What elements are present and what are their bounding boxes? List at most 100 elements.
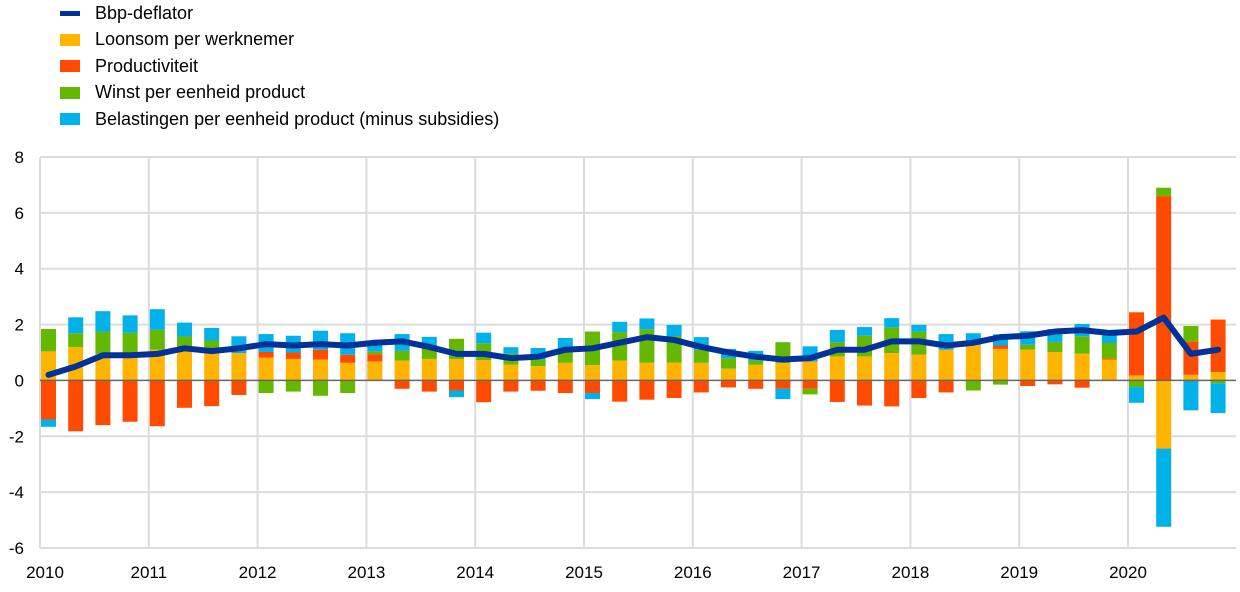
legend-label: Winst per eenheid product: [95, 82, 306, 102]
y-tick-label: -4: [9, 483, 24, 502]
bar-2019Q1-winst: [1020, 344, 1036, 350]
bar-2018Q4-productiviteit: [993, 345, 1008, 349]
bar-2014Q4-belastingen: [557, 337, 573, 350]
bar-2010Q3-productiviteit: [95, 380, 111, 426]
bar-2015Q3-loonsom: [639, 362, 655, 381]
x-tick-label: 2015: [565, 563, 603, 582]
bar-2010Q1-winst: [41, 329, 56, 352]
legend-item: Belastingen per eenheid product (minus s…: [60, 106, 660, 132]
bar-2019Q4-winst: [1101, 343, 1117, 359]
x-tick-label: 2010: [26, 563, 64, 582]
bar-2011Q2-belastingen: [177, 322, 192, 337]
bar-2017Q4-productiviteit: [884, 380, 900, 407]
bar-2020Q1-belastingen: [1129, 387, 1144, 403]
bar-2014Q1-belastingen: [476, 332, 492, 344]
bar-2011Q1-productiviteit: [149, 380, 165, 427]
bar-2015Q3-belastingen: [639, 318, 655, 330]
bar-2017Q3-belastingen: [857, 327, 872, 336]
bar-2018Q2-productiviteit: [938, 380, 954, 393]
bar-2016Q3-productiviteit: [748, 380, 764, 389]
x-tick-label: 2013: [347, 563, 385, 582]
bar-2020Q1-productiviteit: [1129, 312, 1144, 376]
bar-2020Q1-winst: [1129, 380, 1144, 388]
bar-2017Q3-loonsom: [857, 356, 872, 381]
bar-2010Q2-winst: [68, 333, 84, 348]
legend-swatch: [60, 33, 80, 46]
bar-2015Q1-belastingen: [585, 392, 600, 400]
bar-2020Q4-productiviteit: [1210, 319, 1226, 373]
bar-2012Q3-winst: [313, 380, 328, 396]
bar-2012Q4-loonsom: [340, 362, 356, 381]
bar-2017Q2-belastingen: [829, 329, 845, 343]
legend-label: Bbp-deflator: [95, 2, 194, 23]
bar-2019Q3-productiviteit: [1074, 380, 1090, 388]
bar-2013Q3-belastingen: [421, 336, 437, 347]
bar-2010Q2-productiviteit: [68, 380, 84, 432]
bar-2015Q2-loonsom: [612, 360, 628, 381]
y-tick-label: 6: [15, 204, 24, 223]
bar-2020Q3-loonsom: [1183, 374, 1199, 381]
bar-2015Q4-belastingen: [666, 324, 682, 337]
line-bbp-deflator: [45, 314, 1222, 378]
bar-2019Q4-productiviteit: [1101, 358, 1117, 360]
bar-2016Q2-productiviteit: [721, 380, 736, 388]
bar-2014Q4-productiviteit: [557, 380, 573, 393]
bar-2010Q1-belastingen: [41, 419, 56, 427]
legend-item: Productiviteit: [60, 53, 660, 79]
bar-2016Q2-loonsom: [721, 368, 736, 381]
bar-2017Q1-winst: [802, 388, 818, 395]
bar-2017Q1-loonsom: [802, 361, 818, 381]
bar-2017Q2-loonsom: [829, 356, 845, 381]
legend-swatch: [60, 60, 80, 72]
bar-2018Q3-winst: [965, 380, 981, 391]
bar-2013Q1-productiviteit: [367, 354, 383, 362]
bar-2018Q1-loonsom: [911, 354, 927, 381]
bar-2013Q1-belastingen: [367, 344, 383, 352]
bar-2013Q3-productiviteit: [421, 380, 437, 392]
bar-2015Q4-loonsom: [666, 362, 682, 381]
bar-2010Q4-productiviteit: [122, 380, 138, 422]
bar-2017Q2-productiviteit: [829, 380, 845, 402]
bar-2015Q3-productiviteit: [639, 380, 655, 400]
bar-2012Q2-loonsom: [285, 358, 301, 381]
bar-2015Q2-productiviteit: [612, 380, 628, 402]
bar-2020Q3-winst: [1183, 325, 1199, 342]
bar-2014Q2-loonsom: [503, 364, 519, 381]
bar-2020Q2-loonsom: [1156, 380, 1172, 449]
bar-2010Q3-loonsom: [95, 353, 111, 381]
bar-2012Q3-productiviteit: [313, 349, 328, 360]
bar-2019Q4-belastingen: [1101, 332, 1117, 344]
bar-2020Q3-belastingen: [1183, 380, 1199, 411]
x-tick-label: 2019: [1000, 563, 1038, 582]
legend-item: Loonsom per werknemer: [60, 27, 660, 53]
x-tick-label: 2014: [456, 563, 494, 582]
bar-2012Q3-loonsom: [313, 359, 328, 381]
y-tick-label: 8: [15, 148, 24, 167]
bar-2012Q4-winst: [340, 380, 356, 393]
bar-2014Q1-loonsom: [476, 360, 492, 381]
bar-2014Q3-winst: [530, 359, 546, 367]
bar-2016Q2-winst: [721, 358, 736, 369]
bar-2013Q1-loonsom: [367, 361, 383, 381]
bar-2014Q1-productiviteit: [476, 380, 492, 403]
bar-2012Q2-winst: [285, 380, 301, 392]
bar-2011Q4-productiviteit: [231, 380, 247, 395]
bar-2019Q1-loonsom: [1020, 349, 1036, 381]
y-tick-label: 4: [15, 260, 24, 279]
bar-2011Q4-loonsom: [231, 353, 247, 381]
bar-2013Q4-belastingen: [449, 390, 464, 398]
x-tick-label: 2016: [674, 563, 712, 582]
bar-2014Q2-productiviteit: [503, 380, 519, 392]
bar-2017Q1-productiviteit: [802, 380, 818, 389]
bar-2019Q1-productiviteit: [1020, 380, 1036, 387]
bar-2019Q2-productiviteit: [1047, 380, 1063, 385]
y-tick-label: -6: [9, 539, 24, 558]
bar-2019Q2-winst: [1047, 341, 1063, 353]
bar-2012Q4-productiviteit: [340, 354, 356, 363]
y-tick-label: 0: [15, 371, 24, 390]
bar-2020Q4-loonsom: [1210, 372, 1226, 381]
bar-2013Q4-loonsom: [449, 359, 464, 381]
bar-2011Q2-loonsom: [177, 351, 192, 381]
bar-2013Q3-loonsom: [421, 358, 437, 381]
